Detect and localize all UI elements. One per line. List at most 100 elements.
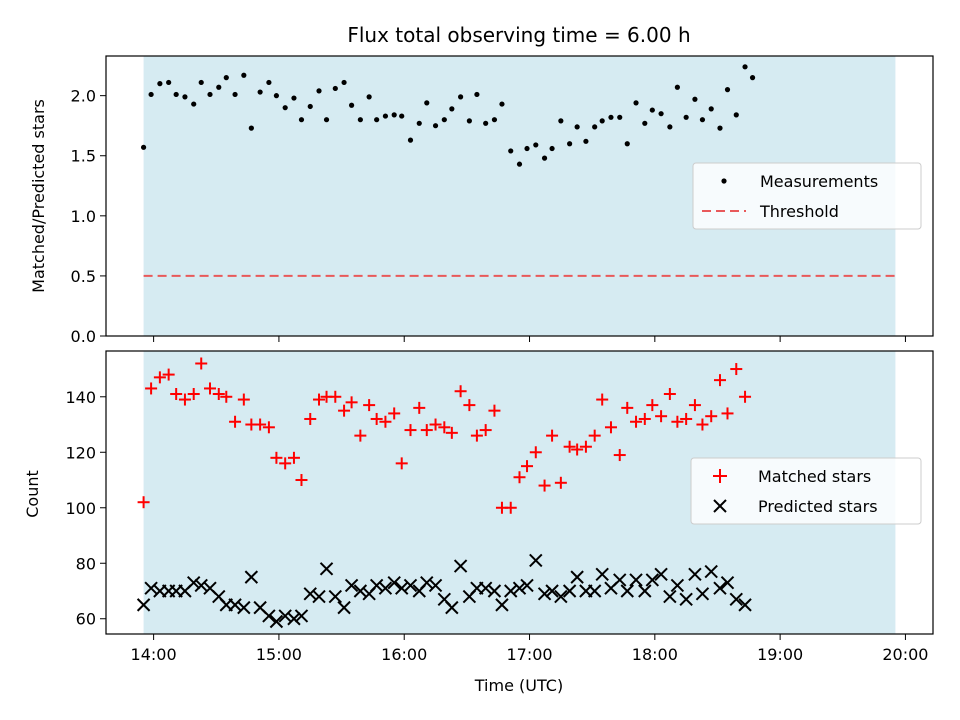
bottom-legend: Matched stars Predicted stars — [690, 457, 922, 525]
predicted-star-point — [520, 578, 534, 593]
x-tick-label: 15:00 — [256, 645, 302, 664]
x-tick-label: 16:00 — [381, 645, 427, 664]
measurement-point — [667, 124, 673, 130]
measurement-point — [617, 114, 623, 120]
measurement-point — [407, 137, 414, 143]
top-y-tick-label: 0.5 — [71, 267, 96, 286]
predicted-star-point — [537, 587, 552, 601]
measurement-point — [432, 123, 439, 129]
x-tick-label: 20:00 — [882, 645, 928, 664]
matched-star-point — [721, 407, 734, 420]
x-tick-label: 17:00 — [506, 645, 552, 664]
x-axis-label: Time (UTC) — [474, 676, 563, 695]
legend-matched-label: Matched stars — [758, 467, 871, 486]
predicted-star-point — [620, 584, 634, 598]
measurement-point — [223, 75, 229, 81]
measurement-point — [699, 117, 706, 123]
matched-star-point — [705, 410, 718, 423]
matched-star-point — [739, 390, 752, 403]
measurement-point — [733, 112, 739, 118]
bottom-y-ticks: 60 80 100 120 140 — [65, 388, 106, 629]
measurement-point — [549, 145, 555, 152]
matched-star-point — [413, 401, 426, 414]
predicted-star-point — [269, 614, 284, 629]
measurement-point — [307, 103, 313, 110]
matched-star-point — [470, 429, 483, 442]
predicted-star-point — [453, 559, 468, 573]
matched-star-point — [254, 418, 267, 431]
measurement-point — [232, 91, 238, 98]
top-legend-box — [692, 162, 922, 230]
x-tick-label: 14:00 — [131, 645, 177, 664]
measurement-point — [742, 64, 748, 70]
predicted-star-point — [729, 592, 743, 607]
matched-star-point — [546, 429, 559, 442]
predicted-star-point — [529, 553, 543, 568]
matched-star-point — [295, 474, 308, 487]
predicted-star-point — [387, 575, 401, 590]
bottom-panel-frame — [105, 350, 934, 635]
measurement-point — [366, 94, 372, 100]
top-x-tick-marks — [153, 336, 906, 342]
predicted-stars-points — [136, 553, 752, 629]
bottom-y-tick-label: 120 — [65, 443, 96, 462]
measurement-point — [248, 125, 254, 131]
matched-star-point — [287, 451, 300, 464]
predicted-star-point — [504, 584, 518, 598]
measurement-point — [157, 81, 163, 87]
matched-star-point — [563, 440, 576, 453]
bottom-y-tick-label: 140 — [65, 388, 96, 407]
measurement-point — [574, 124, 580, 130]
predicted-star-point — [487, 584, 502, 598]
matched-star-point — [204, 382, 217, 395]
bottom-x-ticks: 14:00 15:00 16:00 17:00 18:00 19:00 20:00 — [131, 634, 928, 664]
predicted-star-point — [545, 584, 559, 598]
measurement-point — [282, 105, 288, 111]
measurement-point — [508, 148, 514, 154]
predicted-star-point — [337, 600, 351, 615]
measurement-point — [608, 114, 614, 120]
predicted-star-point — [228, 598, 242, 612]
measurement-point — [599, 118, 605, 124]
measurement-point — [173, 91, 179, 98]
legend-measurements-label: Measurements — [760, 172, 878, 191]
measurement-point — [692, 96, 698, 102]
legend-predicted-label: Predicted stars — [758, 497, 878, 516]
measurement-point — [316, 88, 322, 94]
predicted-star-point — [262, 609, 276, 623]
matched-star-point — [554, 476, 567, 489]
matched-star-point — [438, 421, 451, 434]
matched-star-point — [513, 471, 526, 484]
matched-star-point — [153, 371, 166, 384]
top-y-tick-label: 1.5 — [71, 147, 96, 166]
matched-star-point — [588, 429, 601, 442]
measurement-point — [717, 125, 723, 131]
matched-star-point — [137, 496, 150, 509]
measurement-point — [592, 124, 598, 130]
measurement-point — [273, 93, 280, 99]
predicted-star-point — [194, 578, 208, 593]
predicted-star-point — [738, 598, 752, 612]
measurement-point — [516, 161, 523, 167]
measurement-point — [708, 106, 714, 112]
predicted-star-point — [663, 589, 677, 604]
predicted-star-point — [679, 592, 693, 607]
matched-star-point — [454, 385, 467, 398]
bottom-y-axis-label: Count — [23, 470, 42, 518]
predicted-star-point — [595, 567, 609, 582]
measurement-point — [207, 91, 213, 98]
matched-star-point — [338, 404, 351, 417]
predicted-star-point — [278, 609, 292, 623]
matched-star-point — [404, 424, 417, 437]
predicted-star-point — [688, 567, 702, 582]
measurement-points — [140, 64, 756, 167]
predicted-star-point — [303, 587, 317, 601]
measurement-point — [642, 120, 648, 126]
measurement-point — [567, 141, 573, 147]
legend-matched-marker — [713, 469, 727, 483]
matched-star-point — [604, 421, 617, 434]
measurement-point — [323, 117, 330, 123]
matched-star-point — [170, 388, 183, 401]
